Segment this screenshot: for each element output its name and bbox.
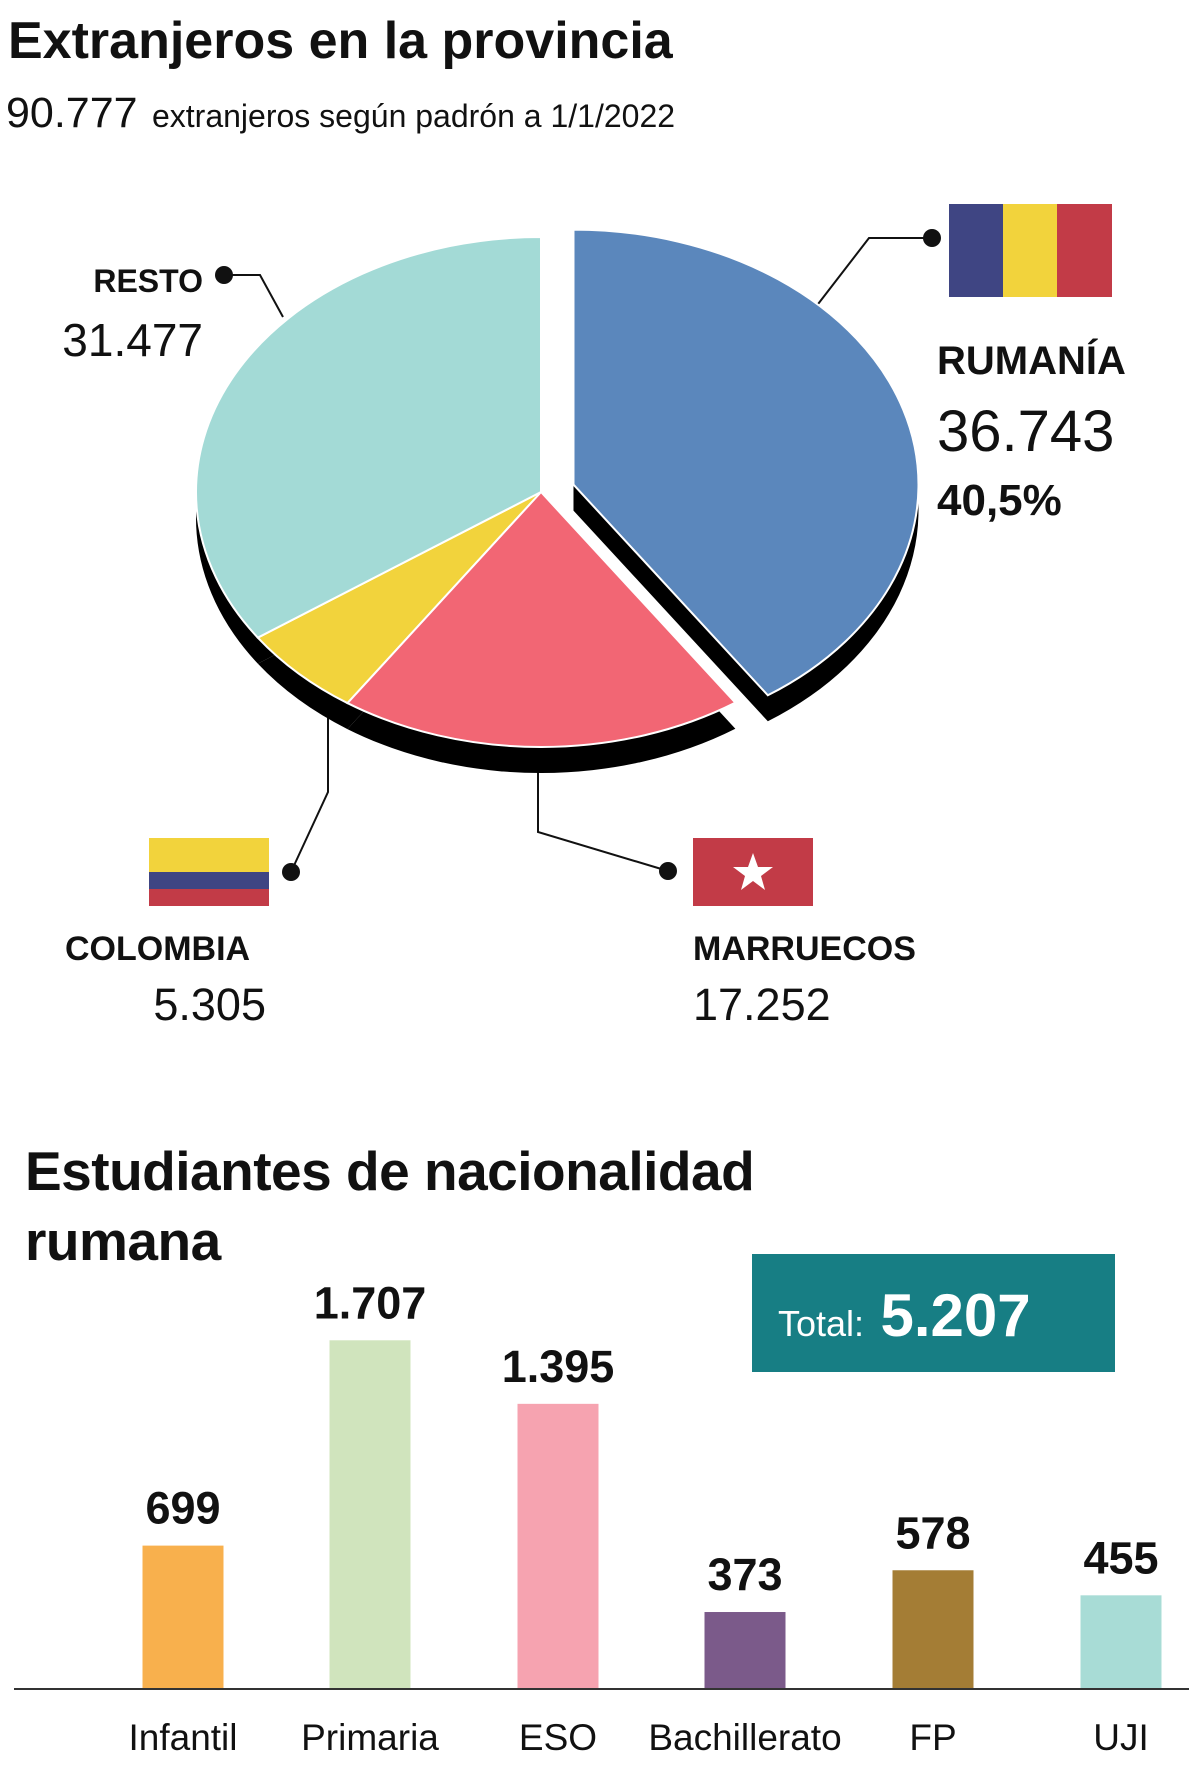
leader-dot — [659, 862, 677, 880]
flag-colombia — [149, 838, 269, 906]
leader-dot — [215, 266, 233, 284]
total-value: 5.207 — [881, 1282, 1031, 1349]
bar — [704, 1612, 786, 1688]
flag-stripe — [149, 838, 269, 872]
pie-title: Extranjeros en la provincia — [8, 12, 674, 70]
slice-label: MARRUECOS — [693, 930, 916, 968]
x-tick-label: UJI — [1093, 1717, 1149, 1758]
slice-share: 40,5% — [937, 476, 1062, 525]
slice — [572, 228, 920, 697]
subtitle-text: extranjeros según padrón a 1/1/2022 — [152, 98, 675, 134]
slice-value: 5.305 — [153, 979, 266, 1030]
slice-label: RESTO — [93, 263, 203, 299]
total-number: 90.777 — [6, 89, 138, 137]
flag-stripe — [949, 204, 1004, 297]
total-label: Total: — [778, 1303, 864, 1344]
slice-value: 31.477 — [62, 314, 203, 366]
bar-value-label: 578 — [895, 1507, 970, 1558]
pie-subtitle: 90.777 extranjeros según padrón a 1/1/20… — [6, 89, 675, 137]
leader-dots — [215, 229, 941, 881]
x-tick-label: Infantil — [128, 1717, 237, 1758]
leader-line — [290, 708, 329, 873]
bar-value-label: 1.395 — [502, 1341, 615, 1392]
bar — [142, 1545, 224, 1688]
bar — [892, 1570, 974, 1688]
leader-line — [814, 237, 932, 309]
slice — [345, 490, 737, 748]
slice — [256, 491, 542, 705]
slice-label: RUMANÍA — [937, 338, 1126, 383]
flag-stripe — [149, 872, 269, 889]
bar-value-label: 373 — [707, 1549, 782, 1600]
slice-value: 36.743 — [937, 399, 1114, 464]
bar-value-label: 455 — [1083, 1532, 1158, 1583]
slice-value: 17.252 — [693, 979, 831, 1030]
leader-line — [224, 274, 284, 318]
flag-star — [733, 853, 773, 890]
flag-morocco — [693, 838, 813, 906]
x-tick-label: ESO — [519, 1717, 597, 1758]
flag-stripe — [1003, 204, 1058, 297]
slice-label: COLOMBIA — [65, 930, 250, 968]
total-text: Total: 5.207 — [778, 1282, 1031, 1349]
x-tick-label: FP — [909, 1717, 956, 1758]
bar-value-label: 1.707 — [314, 1277, 427, 1328]
bar — [329, 1340, 411, 1688]
pie — [195, 228, 920, 773]
leader-dot — [923, 229, 941, 247]
bar — [1080, 1595, 1162, 1688]
flag-romania — [949, 204, 1112, 297]
bar — [517, 1403, 599, 1688]
bar-title: Estudiantes de nacionalidad rumana — [25, 1140, 755, 1272]
flag-stripe — [149, 889, 269, 906]
flag-stripe — [1057, 204, 1112, 297]
leader-dot — [282, 863, 300, 881]
bar-value-label: 699 — [145, 1483, 220, 1534]
total-box — [752, 1254, 1115, 1372]
x-tick-label: Primaria — [301, 1717, 439, 1758]
x-tick-label: Bachillerato — [648, 1717, 841, 1758]
slice — [195, 235, 542, 639]
